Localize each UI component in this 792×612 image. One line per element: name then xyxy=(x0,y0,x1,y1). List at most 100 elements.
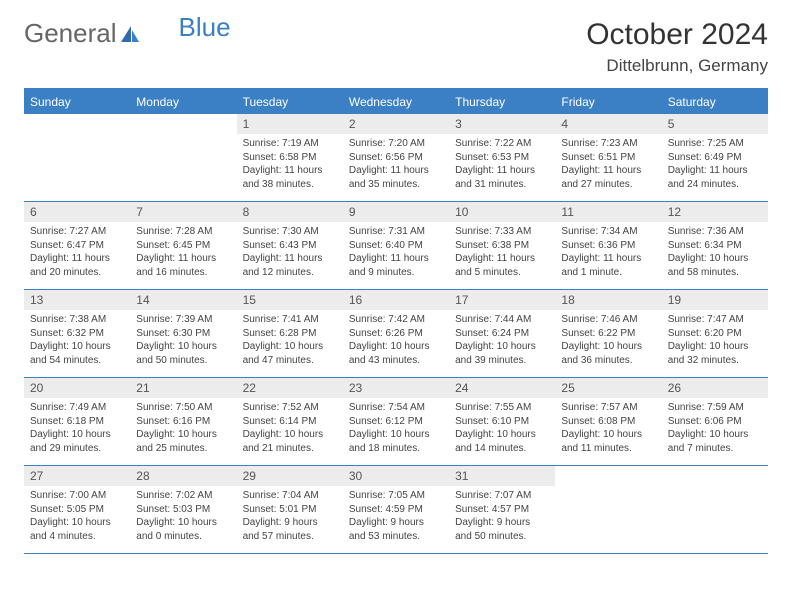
day-cell: 4Sunrise: 7:23 AMSunset: 6:51 PMDaylight… xyxy=(555,114,661,202)
title-block: October 2024 Dittelbrunn, Germany xyxy=(586,18,768,76)
sunset-text: Sunset: 6:58 PM xyxy=(243,151,337,165)
day-cell: 30Sunrise: 7:05 AMSunset: 4:59 PMDayligh… xyxy=(343,466,449,554)
day-header: Wednesday xyxy=(343,89,449,114)
day-number: 16 xyxy=(343,290,449,310)
day-number: 11 xyxy=(555,202,661,222)
sunrise-text: Sunrise: 7:04 AM xyxy=(243,489,337,503)
sunset-text: Sunset: 6:56 PM xyxy=(349,151,443,165)
week-row: 13Sunrise: 7:38 AMSunset: 6:32 PMDayligh… xyxy=(24,290,768,378)
sunrise-text: Sunrise: 7:42 AM xyxy=(349,313,443,327)
sunrise-text: Sunrise: 7:22 AM xyxy=(455,137,549,151)
day-body: Sunrise: 7:36 AMSunset: 6:34 PMDaylight:… xyxy=(662,222,768,289)
day-cell: 7Sunrise: 7:28 AMSunset: 6:45 PMDaylight… xyxy=(130,202,236,290)
daylight-text: Daylight: 10 hours and 29 minutes. xyxy=(30,428,124,455)
day-body: Sunrise: 7:20 AMSunset: 6:56 PMDaylight:… xyxy=(343,134,449,201)
daylight-text: Daylight: 10 hours and 7 minutes. xyxy=(668,428,762,455)
daylight-text: Daylight: 10 hours and 36 minutes. xyxy=(561,340,655,367)
sunset-text: Sunset: 6:34 PM xyxy=(668,239,762,253)
sunset-text: Sunset: 6:51 PM xyxy=(561,151,655,165)
day-cell: 31Sunrise: 7:07 AMSunset: 4:57 PMDayligh… xyxy=(449,466,555,554)
day-number: 15 xyxy=(237,290,343,310)
day-header-row: SundayMondayTuesdayWednesdayThursdayFrid… xyxy=(24,89,768,114)
daylight-text: Daylight: 10 hours and 43 minutes. xyxy=(349,340,443,367)
sunset-text: Sunset: 6:45 PM xyxy=(136,239,230,253)
sunset-text: Sunset: 6:47 PM xyxy=(30,239,124,253)
day-body: Sunrise: 7:57 AMSunset: 6:08 PMDaylight:… xyxy=(555,398,661,465)
sunrise-text: Sunrise: 7:30 AM xyxy=(243,225,337,239)
day-number: 20 xyxy=(24,378,130,398)
day-cell: 13Sunrise: 7:38 AMSunset: 6:32 PMDayligh… xyxy=(24,290,130,378)
sunset-text: Sunset: 6:10 PM xyxy=(455,415,549,429)
day-number: 21 xyxy=(130,378,236,398)
sunset-text: Sunset: 5:05 PM xyxy=(30,503,124,517)
day-number: 7 xyxy=(130,202,236,222)
sunset-text: Sunset: 6:28 PM xyxy=(243,327,337,341)
sunset-text: Sunset: 6:08 PM xyxy=(561,415,655,429)
sunrise-text: Sunrise: 7:19 AM xyxy=(243,137,337,151)
sunset-text: Sunset: 6:18 PM xyxy=(30,415,124,429)
day-header: Monday xyxy=(130,89,236,114)
sunset-text: Sunset: 6:26 PM xyxy=(349,327,443,341)
day-number: 27 xyxy=(24,466,130,486)
day-number: 12 xyxy=(662,202,768,222)
sail-icon xyxy=(119,24,141,44)
sunrise-text: Sunrise: 7:50 AM xyxy=(136,401,230,415)
day-cell: 3Sunrise: 7:22 AMSunset: 6:53 PMDaylight… xyxy=(449,114,555,202)
sunset-text: Sunset: 6:16 PM xyxy=(136,415,230,429)
day-body: Sunrise: 7:50 AMSunset: 6:16 PMDaylight:… xyxy=(130,398,236,465)
day-body: Sunrise: 7:55 AMSunset: 6:10 PMDaylight:… xyxy=(449,398,555,465)
day-cell: 21Sunrise: 7:50 AMSunset: 6:16 PMDayligh… xyxy=(130,378,236,466)
sunset-text: Sunset: 6:53 PM xyxy=(455,151,549,165)
daylight-text: Daylight: 10 hours and 39 minutes. xyxy=(455,340,549,367)
daylight-text: Daylight: 11 hours and 31 minutes. xyxy=(455,164,549,191)
sunset-text: Sunset: 6:32 PM xyxy=(30,327,124,341)
daylight-text: Daylight: 10 hours and 21 minutes. xyxy=(243,428,337,455)
daylight-text: Daylight: 11 hours and 35 minutes. xyxy=(349,164,443,191)
day-body: Sunrise: 7:22 AMSunset: 6:53 PMDaylight:… xyxy=(449,134,555,201)
day-cell: 1Sunrise: 7:19 AMSunset: 6:58 PMDaylight… xyxy=(237,114,343,202)
sunset-text: Sunset: 6:24 PM xyxy=(455,327,549,341)
day-body: Sunrise: 7:39 AMSunset: 6:30 PMDaylight:… xyxy=(130,310,236,377)
day-body: Sunrise: 7:31 AMSunset: 6:40 PMDaylight:… xyxy=(343,222,449,289)
day-header: Sunday xyxy=(24,89,130,114)
day-body: Sunrise: 7:25 AMSunset: 6:49 PMDaylight:… xyxy=(662,134,768,201)
day-number: 2 xyxy=(343,114,449,134)
daylight-text: Daylight: 9 hours and 50 minutes. xyxy=(455,516,549,543)
day-number: 18 xyxy=(555,290,661,310)
day-body: Sunrise: 7:34 AMSunset: 6:36 PMDaylight:… xyxy=(555,222,661,289)
day-number: 28 xyxy=(130,466,236,486)
day-cell xyxy=(662,466,768,554)
sunrise-text: Sunrise: 7:49 AM xyxy=(30,401,124,415)
daylight-text: Daylight: 10 hours and 58 minutes. xyxy=(668,252,762,279)
brand-part1: General xyxy=(24,18,117,49)
day-number: 31 xyxy=(449,466,555,486)
sunset-text: Sunset: 6:36 PM xyxy=(561,239,655,253)
sunrise-text: Sunrise: 7:52 AM xyxy=(243,401,337,415)
day-cell: 22Sunrise: 7:52 AMSunset: 6:14 PMDayligh… xyxy=(237,378,343,466)
daylight-text: Daylight: 10 hours and 4 minutes. xyxy=(30,516,124,543)
day-header: Friday xyxy=(555,89,661,114)
day-header: Thursday xyxy=(449,89,555,114)
sunrise-text: Sunrise: 7:55 AM xyxy=(455,401,549,415)
daylight-text: Daylight: 10 hours and 11 minutes. xyxy=(561,428,655,455)
day-body: Sunrise: 7:19 AMSunset: 6:58 PMDaylight:… xyxy=(237,134,343,201)
sunset-text: Sunset: 6:12 PM xyxy=(349,415,443,429)
day-number: 13 xyxy=(24,290,130,310)
day-cell: 29Sunrise: 7:04 AMSunset: 5:01 PMDayligh… xyxy=(237,466,343,554)
location-label: Dittelbrunn, Germany xyxy=(586,56,768,76)
brand-part2: Blue xyxy=(179,12,231,43)
brand-logo: General Blue xyxy=(24,18,231,49)
day-number: 23 xyxy=(343,378,449,398)
sunrise-text: Sunrise: 7:05 AM xyxy=(349,489,443,503)
day-cell xyxy=(130,114,236,202)
sunset-text: Sunset: 6:43 PM xyxy=(243,239,337,253)
day-cell xyxy=(24,114,130,202)
day-body: Sunrise: 7:04 AMSunset: 5:01 PMDaylight:… xyxy=(237,486,343,553)
day-cell: 26Sunrise: 7:59 AMSunset: 6:06 PMDayligh… xyxy=(662,378,768,466)
day-cell: 19Sunrise: 7:47 AMSunset: 6:20 PMDayligh… xyxy=(662,290,768,378)
day-body: Sunrise: 7:49 AMSunset: 6:18 PMDaylight:… xyxy=(24,398,130,465)
daylight-text: Daylight: 10 hours and 25 minutes. xyxy=(136,428,230,455)
daylight-text: Daylight: 11 hours and 20 minutes. xyxy=(30,252,124,279)
daylight-text: Daylight: 11 hours and 24 minutes. xyxy=(668,164,762,191)
day-number: 17 xyxy=(449,290,555,310)
